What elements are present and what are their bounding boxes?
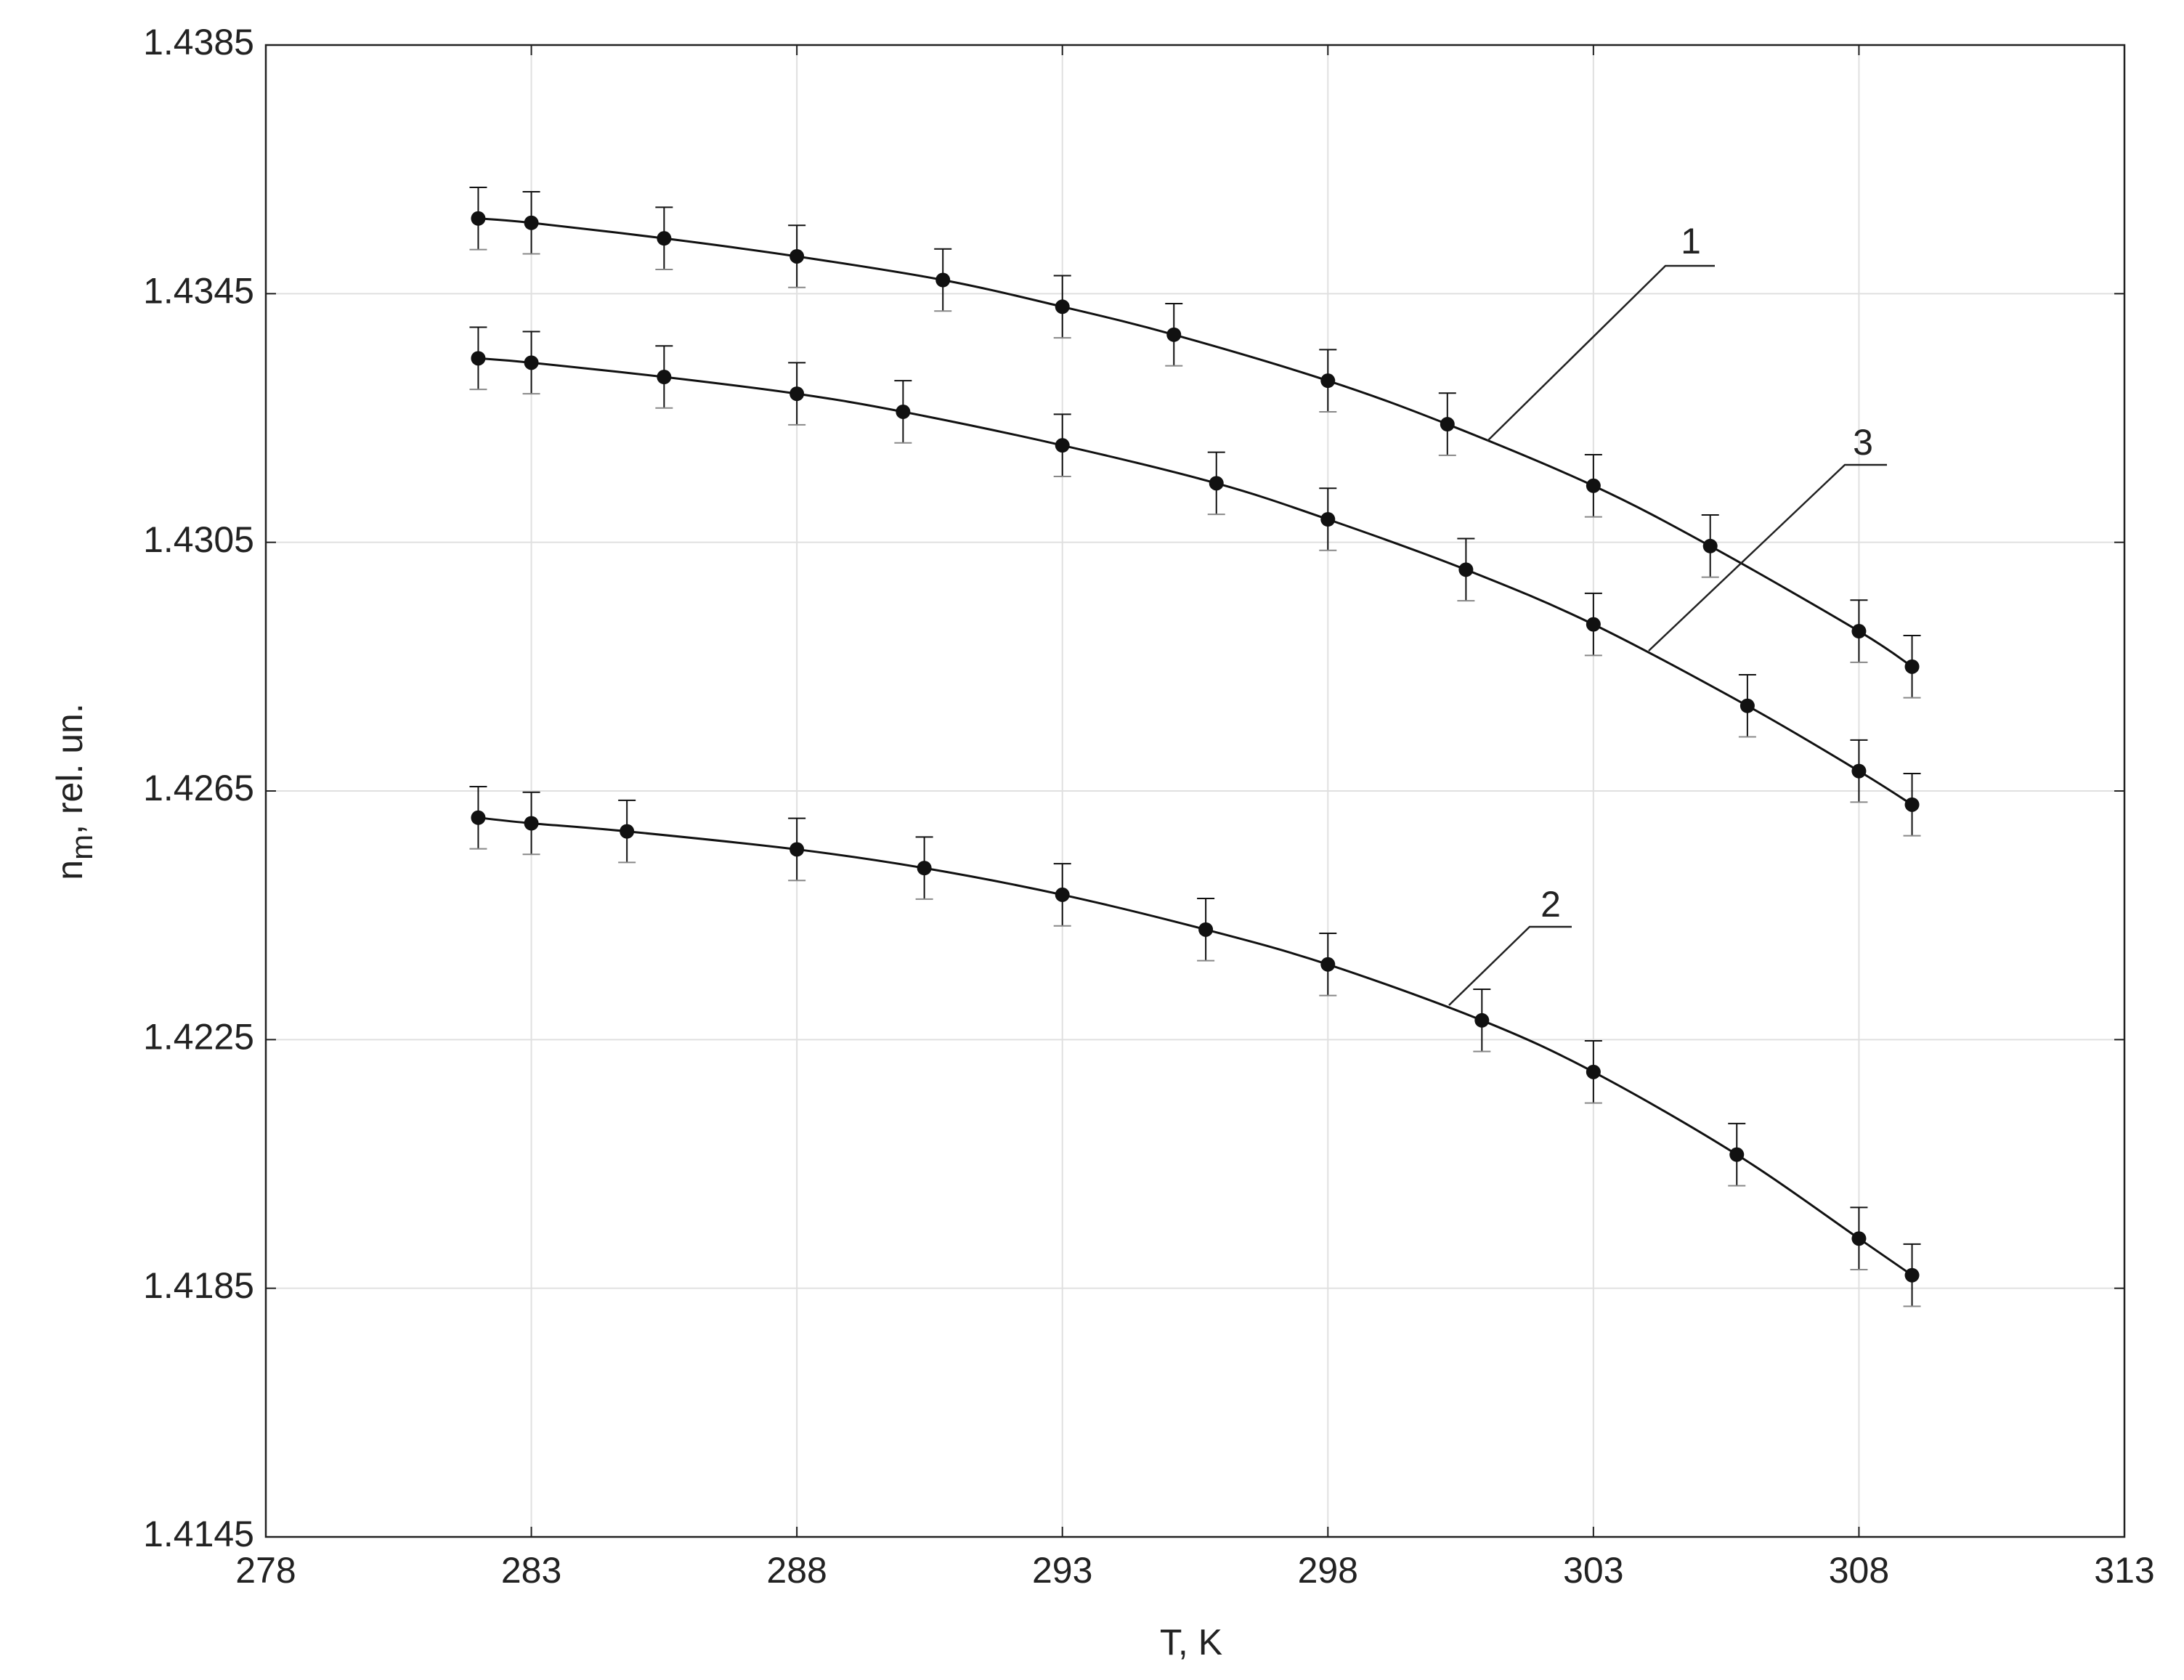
data-point (620, 824, 635, 839)
leader-line (1448, 925, 1572, 1006)
data-point (1209, 476, 1224, 491)
data-point (524, 355, 539, 370)
data-point (1586, 617, 1601, 632)
x-tick-label: 303 (1563, 1550, 1623, 1591)
series-line (478, 357, 1913, 806)
series-line (478, 217, 1913, 668)
data-point (524, 215, 539, 230)
data-point (1904, 659, 1920, 674)
data-point (1055, 887, 1070, 902)
x-axis-label: T, K (1160, 1622, 1222, 1663)
y-tick-label: 1.4345 (143, 271, 254, 312)
leader-line (1487, 264, 1715, 442)
series-line (478, 816, 1913, 1276)
data-point (1198, 922, 1214, 937)
series-label: 2 (1540, 884, 1561, 925)
data-point (935, 272, 951, 288)
x-tick-label: 313 (2094, 1550, 2154, 1591)
data-point (1904, 797, 1920, 812)
y-label-rest: , rel. un. (49, 703, 90, 835)
data-point (1904, 1267, 1920, 1283)
data-point (917, 861, 932, 876)
data-point (1166, 327, 1182, 342)
data-point (657, 370, 672, 385)
data-point (1729, 1147, 1745, 1162)
y-tick-label: 1.4185 (143, 1265, 254, 1306)
data-point (1458, 562, 1474, 577)
x-tick-label: 288 (766, 1550, 827, 1591)
y-tick-label: 1.4145 (143, 1514, 254, 1554)
data-point (1851, 1231, 1867, 1246)
y-tick-label: 1.4265 (143, 768, 254, 808)
y-axis-label: nm, rel. un. (49, 703, 99, 880)
y-label-main: n (49, 860, 90, 880)
y-tick-label: 1.4225 (143, 1017, 254, 1058)
plot-frame (264, 44, 2126, 1538)
x-tick-label: 298 (1298, 1550, 1358, 1591)
data-point (471, 810, 486, 825)
data-point (789, 842, 805, 857)
data-point (1702, 538, 1718, 553)
data-point (1586, 1064, 1601, 1079)
y-tick-label: 1.4305 (143, 519, 254, 560)
x-tick-label: 283 (501, 1550, 561, 1591)
data-point (1474, 1013, 1490, 1028)
y-label-sub: m (65, 835, 99, 860)
data-point (657, 231, 672, 246)
data-point (896, 404, 911, 419)
data-point (1440, 417, 1455, 432)
data-point (524, 816, 539, 831)
data-point (789, 248, 805, 264)
x-tick-label: 308 (1829, 1550, 1889, 1591)
data-point (1055, 438, 1070, 453)
series-label: 3 (1853, 422, 1873, 463)
leader-line (1648, 463, 1887, 652)
data-point (471, 211, 486, 226)
data-point (1055, 299, 1070, 315)
data-point (1851, 763, 1867, 779)
data-point (1851, 624, 1867, 639)
data-point (1740, 698, 1755, 713)
data-point (1320, 373, 1336, 389)
y-tick-label: 1.4385 (143, 22, 254, 62)
data-point (789, 386, 805, 402)
data-point (1320, 957, 1336, 972)
x-tick-label: 278 (235, 1550, 296, 1591)
data-point (471, 351, 486, 366)
x-tick-label: 293 (1032, 1550, 1092, 1591)
data-point (1586, 478, 1601, 493)
series-label: 1 (1681, 221, 1701, 261)
data-point (1320, 512, 1336, 527)
